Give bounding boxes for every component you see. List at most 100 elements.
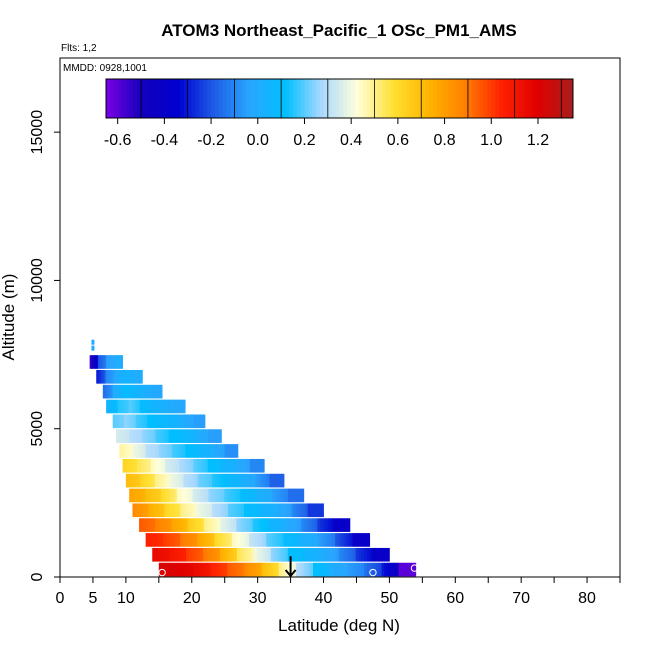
heatmap-cell <box>204 473 208 488</box>
heatmap-cell <box>243 533 247 547</box>
heatmap-cell <box>108 399 111 414</box>
heatmap-cell <box>232 488 236 503</box>
heatmap-cell <box>358 547 362 562</box>
heatmap-cell <box>164 562 168 577</box>
heatmap-cells <box>89 355 417 577</box>
heatmap-cell <box>140 399 143 414</box>
heatmap-cell <box>310 503 314 518</box>
heatmap-cell <box>124 384 127 399</box>
date-note: MMDD: 0928,1001 <box>63 63 147 74</box>
heatmap-cell <box>188 503 192 518</box>
heatmap-cell <box>164 473 168 488</box>
x-tick-label: 50 <box>381 590 399 607</box>
heatmap-cell <box>123 399 126 414</box>
heatmap-cell <box>148 458 152 473</box>
heatmap-cell <box>160 384 163 399</box>
colorbar-segment <box>557 79 562 118</box>
heatmap-cell <box>300 533 304 547</box>
heatmap-cell <box>161 473 165 488</box>
heatmap-cell <box>163 547 167 562</box>
heatmap-cell <box>358 533 362 547</box>
heatmap-cell <box>157 429 161 443</box>
heatmap-cell <box>210 562 214 577</box>
heatmap-cell <box>242 488 246 503</box>
heatmap-cell <box>201 503 205 518</box>
colorbar-segment <box>425 79 430 118</box>
heatmap-cell <box>216 488 220 503</box>
heatmap-cell <box>195 429 198 443</box>
heatmap-cell <box>282 547 286 562</box>
heatmap-cell <box>350 562 354 577</box>
heatmap-cell <box>247 518 251 532</box>
heatmap-cell <box>208 429 211 443</box>
heatmap-cell <box>231 458 234 473</box>
heatmap-cell <box>206 503 210 518</box>
colorbar-segment <box>273 79 278 118</box>
heatmap-cell <box>190 562 194 577</box>
colorbar-segment <box>541 79 547 118</box>
heatmap-cell <box>170 414 173 429</box>
heatmap-cell <box>199 414 202 429</box>
heatmap-cell <box>173 399 177 414</box>
heatmap-cell <box>142 488 146 503</box>
colorbar-segment <box>464 79 469 118</box>
heatmap-cell <box>124 429 128 443</box>
heatmap-cell <box>179 518 183 532</box>
heatmap-cell <box>293 562 297 577</box>
heatmap-cell <box>197 547 201 562</box>
heatmap-cell <box>294 503 298 518</box>
colorbar-segment <box>203 79 208 118</box>
heatmap-cell <box>198 458 201 473</box>
colorbar-segment <box>374 79 379 118</box>
colorbar-segment <box>257 79 263 118</box>
colorbar-segment <box>106 79 111 118</box>
heatmap-cell <box>241 518 245 532</box>
heatmap-cell <box>231 473 235 488</box>
heatmap-cell <box>164 503 168 518</box>
heatmap-cell <box>207 562 211 577</box>
colorbar-segment <box>246 79 251 118</box>
heatmap-cell <box>218 562 223 577</box>
colorbar-tick-label: 0.2 <box>293 132 315 149</box>
heatmap-cell <box>156 414 160 429</box>
heatmap-cell <box>144 518 148 532</box>
heatmap-cell <box>164 429 167 443</box>
heatmap-cell <box>207 473 211 488</box>
plot-frame <box>59 57 621 578</box>
heatmap-cell <box>245 473 249 488</box>
colorbar-segment <box>308 79 313 118</box>
heatmap-cell <box>195 518 199 532</box>
heatmap-cell <box>170 429 174 443</box>
colorbar-segment <box>269 79 274 118</box>
colorbar-segment <box>172 79 177 118</box>
heatmap-cell <box>286 503 290 518</box>
heatmap-cell <box>134 458 138 473</box>
heatmap-cell <box>335 562 340 577</box>
heatmap-cell <box>136 399 139 414</box>
heatmap-cell <box>180 503 184 518</box>
heatmap-cell <box>149 473 153 488</box>
heatmap-cell <box>132 503 136 518</box>
heatmap-cell <box>209 444 212 458</box>
heatmap-cell <box>256 488 260 503</box>
heatmap-cell <box>237 488 241 503</box>
heatmap-cell <box>228 458 232 473</box>
heatmap-cell <box>200 547 204 562</box>
heatmap-cell <box>183 547 187 562</box>
heatmap-cell <box>193 518 197 532</box>
heatmap-cell <box>333 518 337 532</box>
heatmap-cell <box>320 503 324 518</box>
heatmap-cell <box>165 533 170 547</box>
y-axis-label: Altitude (m) <box>0 274 18 361</box>
heatmap-cell <box>289 533 293 547</box>
heatmap-cell <box>197 488 201 503</box>
heatmap-cell <box>338 562 342 577</box>
colorbar-segment <box>530 79 535 118</box>
heatmap-cell <box>234 488 239 503</box>
heatmap-cell <box>181 414 185 429</box>
y-tick-label: 15000 <box>29 110 46 155</box>
heatmap-cell <box>192 473 196 488</box>
heatmap-cell <box>224 488 228 503</box>
heatmap-cell <box>116 429 119 443</box>
heatmap-cell <box>140 503 144 518</box>
